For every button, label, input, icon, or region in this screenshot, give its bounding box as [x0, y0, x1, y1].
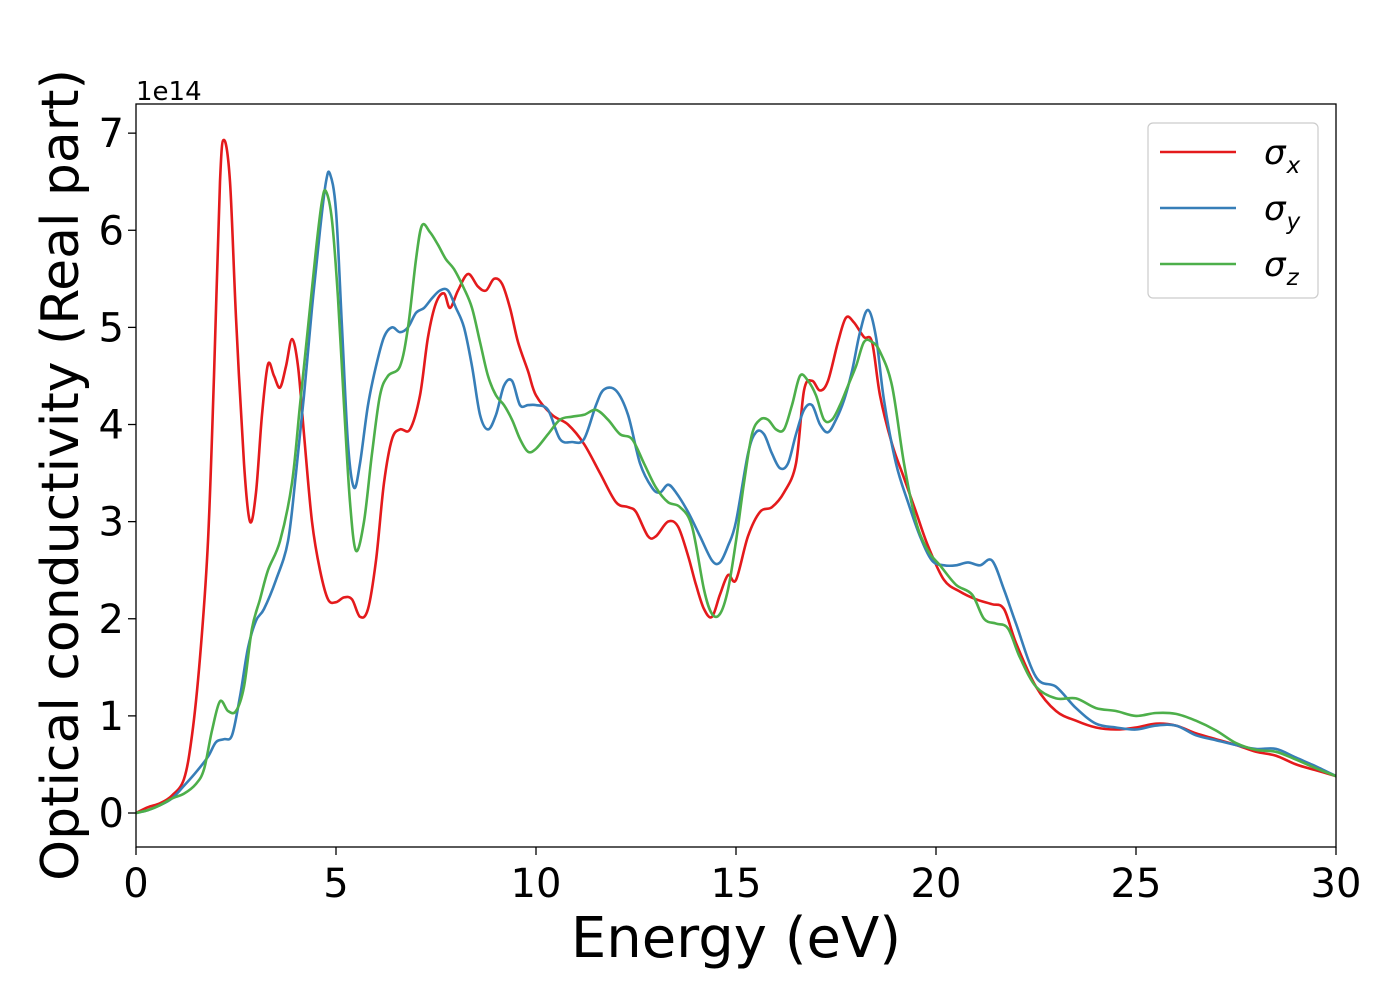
x-tick-label: 15	[711, 861, 762, 907]
y-axis: 0 1 2 3 4 5 6 7	[99, 111, 136, 837]
x-tick-label: 5	[323, 861, 348, 907]
series-layer	[135, 138, 1337, 815]
series-line-y	[135, 170, 1337, 815]
y-tick-label: 6	[99, 208, 124, 254]
x-tick-label: 20	[911, 861, 962, 907]
y-tick-label: 7	[99, 111, 124, 157]
y-tick-label: 2	[99, 597, 124, 643]
legend-subscript-x: x	[1286, 153, 1301, 179]
series-line-z	[135, 188, 1337, 815]
y-tick-label: 4	[99, 403, 124, 449]
x-tick-label: 10	[511, 861, 562, 907]
legend-subscript-y: y	[1286, 209, 1301, 235]
x-tick-label: 30	[1311, 861, 1362, 907]
x-axis: 0 5 10 15 20 25 30	[123, 847, 1361, 907]
x-tick-label: 25	[1111, 861, 1162, 907]
x-tick-label: 0	[123, 861, 148, 907]
y-offset-text: 1e14	[136, 77, 202, 107]
legend-frame	[1147, 122, 1319, 299]
y-tick-label: 0	[99, 791, 124, 837]
y-axis-label: Optical conductivity (Real part)	[31, 69, 91, 881]
legend-label-y: σy	[1264, 189, 1301, 235]
y-tick-label: 5	[99, 305, 124, 351]
legend-subscript-z: z	[1286, 265, 1300, 291]
series-line-x	[135, 138, 1337, 815]
y-tick-label: 1	[99, 694, 124, 740]
x-axis-label: Energy (eV)	[571, 906, 901, 971]
y-tick-label: 3	[99, 500, 124, 546]
